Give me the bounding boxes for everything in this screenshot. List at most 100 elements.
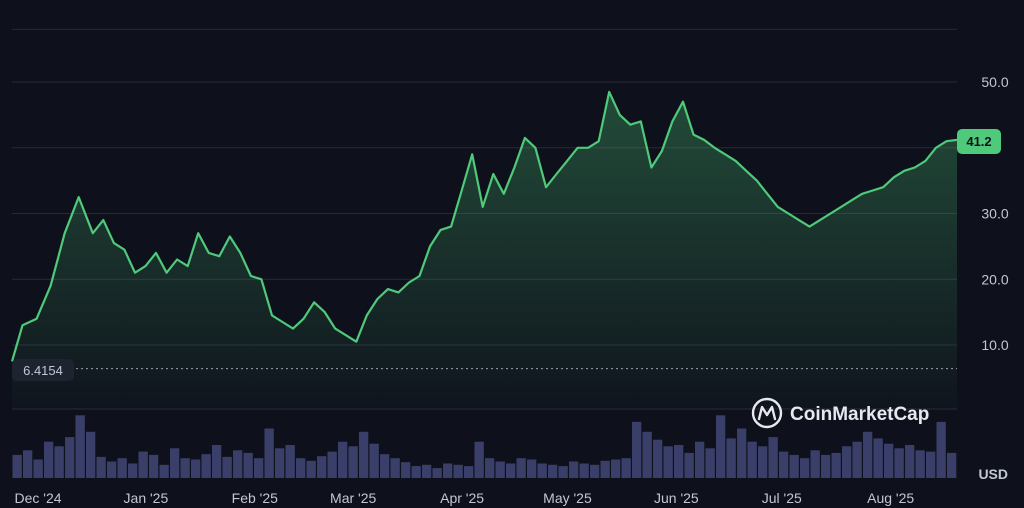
volume-bar [464, 466, 474, 478]
volume-bar [359, 431, 369, 478]
volume-bar [653, 439, 663, 478]
volume-bar [758, 446, 768, 478]
x-tick-label: Aug '25 [867, 490, 914, 506]
volume-bar [936, 421, 946, 478]
x-tick-label: Dec '24 [14, 490, 61, 506]
volume-bar [800, 458, 810, 478]
volume-bar [674, 445, 684, 478]
volume-bar [12, 454, 22, 478]
coinmarketcap-watermark: CoinMarketCap [751, 397, 929, 429]
volume-bar [947, 452, 957, 478]
volume-bar [821, 454, 831, 478]
volume-bar [180, 458, 190, 478]
volume-bar [117, 458, 127, 478]
x-axis: Dec '24 Jan '25 Feb '25 Mar '25 Apr '25 May '… [14, 490, 914, 506]
y-tick-label: 30.0 [981, 206, 1008, 222]
volume-bar [737, 428, 747, 478]
volume-bar [873, 438, 883, 478]
volume-bar [600, 460, 610, 478]
volume-bar [663, 446, 673, 478]
volume-bar [810, 450, 820, 478]
volume-bar [222, 456, 232, 478]
volume-bar [44, 441, 54, 478]
volume-bar [390, 458, 400, 478]
volume-bar [768, 437, 778, 478]
volume-bar [831, 452, 841, 478]
volume-bar [548, 464, 558, 478]
volume-bar [65, 437, 75, 478]
volume-bar [23, 450, 33, 478]
volume-bar [747, 441, 757, 478]
volume-bar [422, 464, 432, 478]
volume-bar [632, 421, 642, 478]
y-axis: 10.0 20.0 30.0 50.0 [981, 74, 1008, 353]
volume-bar [369, 443, 379, 478]
volume-bar [705, 448, 715, 478]
volume-bar [842, 446, 852, 478]
volume-bar [327, 451, 337, 478]
volume-bar [884, 443, 894, 478]
x-tick-label: Jul '25 [762, 490, 802, 506]
volume-bar [611, 459, 621, 478]
volume-bar [96, 456, 106, 478]
volume-bar [453, 464, 463, 478]
volume-bar [170, 448, 180, 478]
y-tick-label: 10.0 [981, 337, 1008, 353]
x-tick-label: Mar '25 [330, 490, 376, 506]
volume-bar [506, 463, 516, 478]
volume-bar [569, 461, 579, 478]
volume-bar [716, 415, 726, 478]
volume-bar [863, 431, 873, 478]
volume-bar [474, 441, 484, 478]
volume-bar [894, 448, 904, 478]
volume-bar [75, 415, 85, 478]
volume-bar [401, 462, 411, 478]
start-price-label: 6.4154 [23, 363, 63, 378]
volume-bar [212, 445, 222, 478]
brand-name: CoinMarketCap [790, 404, 929, 425]
volume-bar [243, 452, 253, 478]
current-price-label: 41.2 [966, 134, 991, 149]
start-price-badge: 6.4154 [12, 359, 74, 381]
volume-bar [380, 454, 390, 478]
volume-bar [495, 461, 505, 478]
volume-bar [558, 466, 568, 478]
volume-bar [128, 463, 138, 478]
x-tick-label: Apr '25 [440, 490, 484, 506]
current-price-badge: 41.2 [957, 129, 1001, 154]
volume-bar [915, 450, 925, 478]
x-tick-label: Jun '25 [654, 490, 699, 506]
volume-bar [159, 464, 169, 478]
volume-bar [779, 451, 789, 478]
volume-bar [527, 459, 537, 478]
x-tick-label: Jan '25 [124, 490, 169, 506]
volume-bar [852, 441, 862, 478]
volume-bar [642, 431, 652, 478]
y-tick-label: 20.0 [981, 271, 1008, 287]
volume-bar [432, 468, 442, 478]
volume-bar [233, 450, 243, 478]
x-tick-label: Feb '25 [232, 490, 278, 506]
volume-bar [191, 459, 201, 478]
volume-bar [149, 454, 159, 478]
volume-bar [726, 438, 736, 478]
volume-bar [443, 463, 453, 478]
price-area-fill [12, 91, 957, 410]
volume-bar [485, 458, 495, 478]
volume-bar [579, 463, 589, 478]
volume-bar [86, 431, 96, 478]
volume-bar [306, 460, 316, 478]
volume-bar [275, 448, 285, 478]
volume-bar [348, 446, 358, 478]
volume-bar [296, 458, 306, 478]
volume-bar [789, 454, 799, 478]
y-tick-label: 50.0 [981, 74, 1008, 90]
volume-bar [537, 463, 547, 478]
volume-bar [695, 441, 705, 478]
volume-bar [107, 461, 117, 478]
volume-bar [905, 445, 915, 478]
price-line [10, 90, 958, 362]
coinmarketcap-logo-icon [751, 397, 783, 429]
volume-bar [317, 456, 327, 478]
